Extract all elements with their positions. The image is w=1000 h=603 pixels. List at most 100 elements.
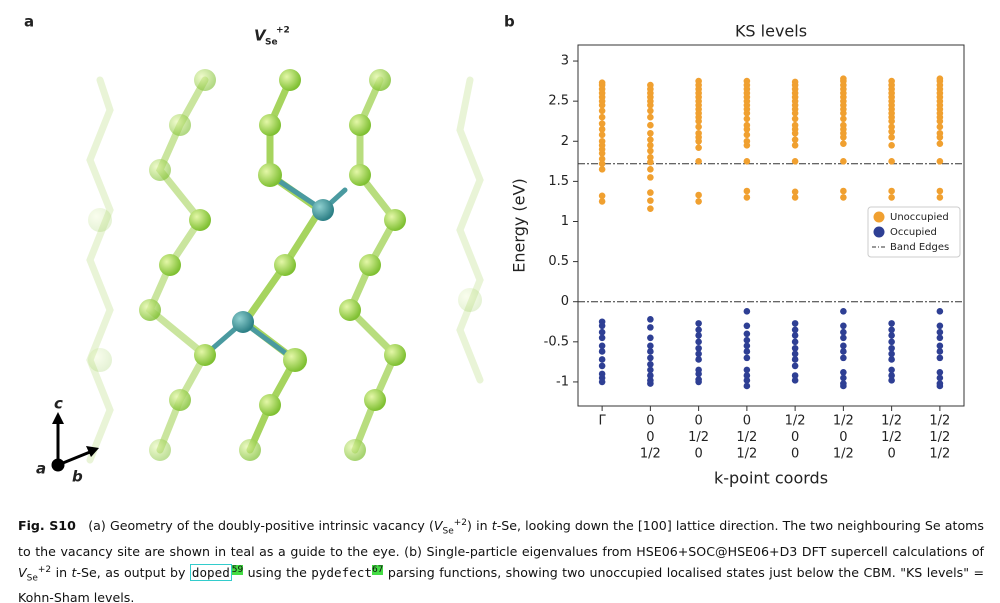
x-tick-label: 1/2: [929, 414, 950, 429]
caption-ref[interactable]: 67: [371, 564, 384, 575]
level-dot: [647, 348, 654, 355]
level-dot: [598, 155, 606, 163]
plot-frame: [577, 44, 965, 407]
caption-text: pydefect: [311, 564, 372, 580]
level-dot: [695, 350, 702, 358]
y-tick-label: 0.5: [548, 254, 569, 269]
level-dot: [695, 129, 702, 137]
y-tick-label: 1: [561, 214, 569, 229]
level-dot: [888, 123, 895, 131]
level-dot: [598, 198, 606, 205]
x-tick-label: 1/2: [736, 447, 757, 462]
level-dot: [840, 308, 847, 315]
level-dot: [936, 374, 944, 382]
x-tick-label: 0: [791, 447, 799, 462]
level-dot: [598, 120, 606, 127]
level-dot: [936, 322, 944, 330]
structure-title-sub: Se: [265, 38, 278, 48]
level-dot: [695, 332, 702, 339]
level-dot: [888, 344, 895, 352]
level-dot: [791, 350, 799, 358]
level-dot: [647, 154, 654, 161]
caption-text: V: [18, 564, 27, 580]
level-dot: [840, 121, 847, 129]
x-tick-label: Γ: [599, 414, 607, 429]
level-dot: [647, 141, 654, 149]
level-dot: [791, 338, 799, 346]
x-tick-label: 1/2: [833, 447, 854, 462]
level-dot: [791, 158, 799, 165]
x-tick-label: 1/2: [785, 414, 806, 429]
level-dot: [840, 115, 847, 123]
level-dot: [743, 131, 751, 139]
level-dot: [598, 362, 606, 370]
caption-text: using the: [243, 564, 312, 580]
level-dot: [888, 128, 895, 135]
caption-text: t: [71, 564, 77, 580]
level-dot: [743, 348, 751, 355]
level-dot: [598, 348, 606, 355]
caption-text: Se: [442, 526, 454, 537]
level-dot: [888, 332, 895, 339]
caption-text: in: [51, 564, 72, 580]
level-dot: [791, 78, 799, 86]
caption-ref[interactable]: 59: [231, 564, 244, 575]
level-dot: [888, 338, 895, 346]
structure-title-sup: +2: [276, 26, 290, 36]
legend-box: [867, 206, 961, 258]
level-dot: [695, 356, 702, 363]
legend-label: Unoccupied: [890, 212, 949, 223]
level-dot: [695, 338, 702, 346]
level-dot: [840, 369, 847, 376]
legend-label: Occupied: [890, 227, 937, 238]
level-dot: [888, 194, 895, 201]
level-dot: [791, 320, 799, 327]
legend-swatch: [873, 211, 885, 223]
level-dot: [936, 382, 944, 390]
level-dot: [647, 174, 654, 181]
level-dot: [695, 326, 702, 334]
panel-label: b: [504, 13, 515, 31]
level-dot: [936, 369, 944, 376]
caption-text: -Se, as output by: [76, 564, 190, 580]
level-dot: [647, 342, 654, 350]
level-dot: [888, 350, 895, 358]
level-dot: [888, 187, 895, 195]
level-dot: [743, 330, 751, 338]
level-dot: [647, 121, 654, 129]
y-tick-label: 1.5: [548, 174, 569, 189]
level-dot: [888, 133, 895, 141]
x-tick-label: 1/2: [929, 447, 950, 462]
caption-text: Fig. S10: [18, 518, 76, 534]
level-dot: [647, 380, 654, 387]
level-dot: [743, 187, 751, 195]
level-dot: [936, 194, 944, 201]
level-dot: [888, 366, 895, 374]
level-dot: [695, 123, 702, 131]
y-tick-label: 2.5: [548, 94, 569, 109]
x-tick-label: 1/2: [833, 414, 854, 429]
level-dot: [888, 158, 895, 165]
level-dot: [840, 354, 847, 362]
level-dot: [936, 342, 944, 350]
level-dot: [791, 136, 799, 143]
level-dot: [936, 348, 944, 355]
level-dot: [647, 107, 654, 115]
level-dot: [647, 334, 654, 342]
level-dot: [743, 158, 751, 165]
level-dot: [936, 140, 944, 147]
x-tick-label: 0: [694, 447, 702, 462]
y-tick-label: 0: [561, 294, 569, 309]
level-dot: [888, 141, 895, 149]
level-dot: [743, 77, 751, 85]
level-dot: [598, 322, 606, 330]
level-dot: [743, 194, 751, 201]
level-dot: [936, 334, 944, 342]
level-dot: [647, 205, 654, 212]
level-dot: [840, 158, 847, 165]
level-dot: [647, 136, 654, 143]
caption: Fig. S10 (a) Geometry of the doubly-posi…: [18, 514, 984, 603]
caption-link[interactable]: doped: [189, 563, 232, 581]
caption-text: (a) Geometry of the doubly-positive intr…: [88, 518, 434, 534]
level-dot: [647, 360, 654, 368]
